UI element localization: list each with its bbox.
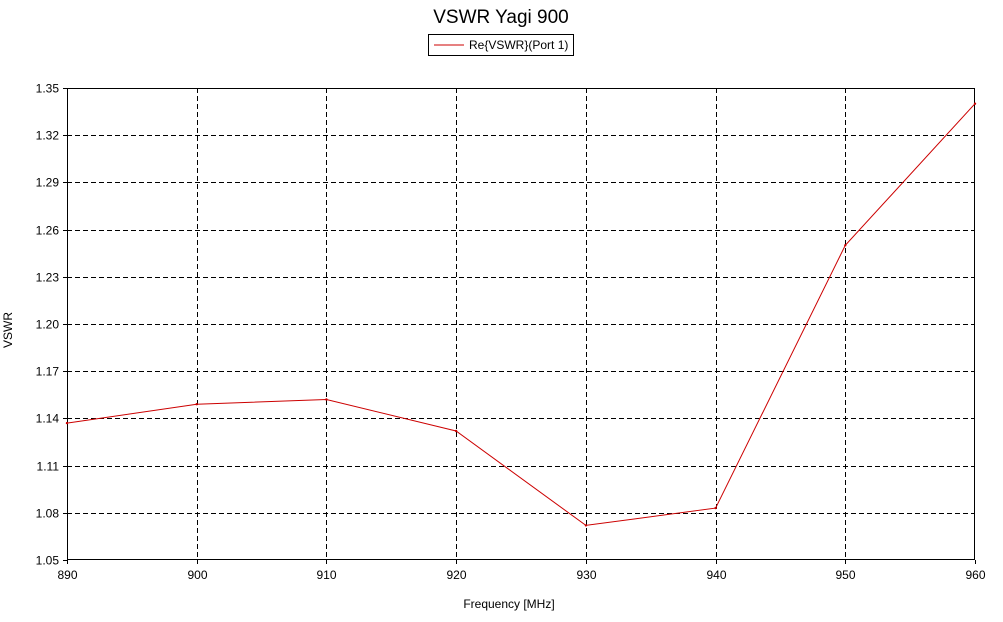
y-tick-label: 1.32	[36, 129, 60, 143]
y-tick-label: 1.23	[36, 271, 60, 285]
data-point	[65, 421, 69, 425]
x-tick-label: 930	[576, 568, 596, 582]
data-point	[195, 403, 198, 406]
axis-ticks	[63, 88, 976, 564]
y-tick-label: 1.29	[36, 176, 60, 190]
data-point	[844, 244, 847, 247]
data-point	[714, 506, 717, 510]
x-tick-label: 910	[316, 568, 336, 582]
data-point	[325, 398, 328, 401]
x-tick-label: 920	[446, 568, 466, 582]
x-tick-label: 960	[965, 568, 985, 582]
y-tick-label: 1.11	[37, 460, 60, 474]
legend-box	[428, 34, 574, 56]
y-axis-tick-labels: 1.05 1.08 1.11 1.14 1.17 1.20 1.23 1.26 1.29 1.32…	[36, 82, 60, 568]
x-tick-label: 950	[835, 568, 855, 582]
series-line-re-vswr-port-1	[66, 103, 976, 526]
y-tick-label: 1.14	[36, 412, 60, 426]
x-tick-label: 900	[187, 568, 207, 582]
series-layer	[65, 102, 977, 527]
data-point	[584, 524, 588, 527]
grid-lines	[67, 88, 975, 560]
y-tick-label: 1.05	[36, 554, 60, 568]
y-axis-label: VSWR	[1, 312, 15, 348]
chart-title: VSWR Yagi 900	[433, 7, 569, 28]
y-tick-label: 1.26	[36, 224, 60, 238]
x-axis-label: Frequency [MHz]	[463, 597, 554, 611]
legend: Re{VSWR}(Port 1)	[428, 34, 574, 56]
y-tick-label: 1.20	[36, 318, 60, 332]
data-point	[973, 102, 977, 105]
legend-entry-re-vswr: Re{VSWR}(Port 1)	[469, 38, 568, 52]
y-tick-label: 1.08	[36, 507, 60, 521]
x-tick-label: 890	[57, 568, 77, 582]
x-axis-tick-labels: 890 900 910 920 930 940 950 960	[57, 568, 985, 582]
y-tick-label: 1.35	[36, 82, 60, 96]
x-tick-label: 940	[706, 568, 726, 582]
y-tick-label: 1.17	[36, 365, 60, 379]
data-point	[454, 429, 458, 433]
